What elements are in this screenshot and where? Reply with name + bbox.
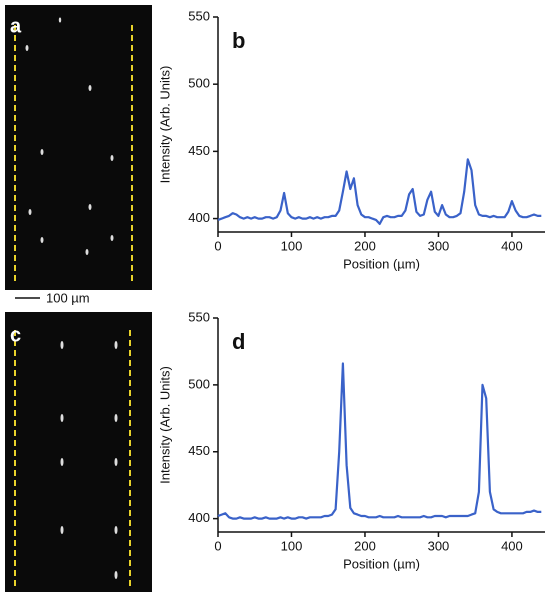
x-tick-label: 300 [428, 538, 450, 553]
y-tick-label: 550 [188, 8, 210, 23]
image-background [5, 5, 152, 290]
x-tick-label: 0 [214, 538, 221, 553]
panel-label: b [232, 28, 245, 53]
panel-label: c [10, 324, 21, 346]
particles [60, 341, 118, 579]
y-tick-label: 450 [188, 143, 210, 158]
x-tick-label: 0 [214, 238, 221, 253]
x-tick-label: 400 [501, 238, 523, 253]
y-axis-label: Intensity (Arb. Units) [157, 66, 172, 184]
scale-bar-label: 100 µm [46, 290, 90, 305]
y-tick-label: 450 [188, 443, 210, 458]
x-tick-label: 100 [281, 538, 303, 553]
x-tick-label: 400 [501, 538, 523, 553]
micrograph-a: a [5, 5, 152, 290]
particles [25, 17, 114, 255]
x-tick-label: 300 [428, 238, 450, 253]
y-tick-label: 500 [188, 76, 210, 91]
micrograph-c: c [5, 312, 152, 592]
y-tick-label: 550 [188, 309, 210, 324]
x-axis-label: Position (µm) [343, 256, 420, 271]
image-background [5, 312, 152, 592]
y-tick-label: 400 [188, 510, 210, 525]
series-line [217, 362, 542, 520]
panel-label: a [10, 15, 22, 37]
x-tick-label: 100 [281, 238, 303, 253]
y-tick-label: 400 [188, 210, 210, 225]
series-line [217, 158, 542, 225]
y-tick-label: 500 [188, 376, 210, 391]
y-axis-label: Intensity (Arb. Units) [157, 366, 172, 484]
x-tick-label: 200 [354, 538, 376, 553]
x-axis-label: Position (µm) [343, 556, 420, 571]
x-tick-label: 200 [354, 238, 376, 253]
panel-label: d [232, 329, 245, 354]
